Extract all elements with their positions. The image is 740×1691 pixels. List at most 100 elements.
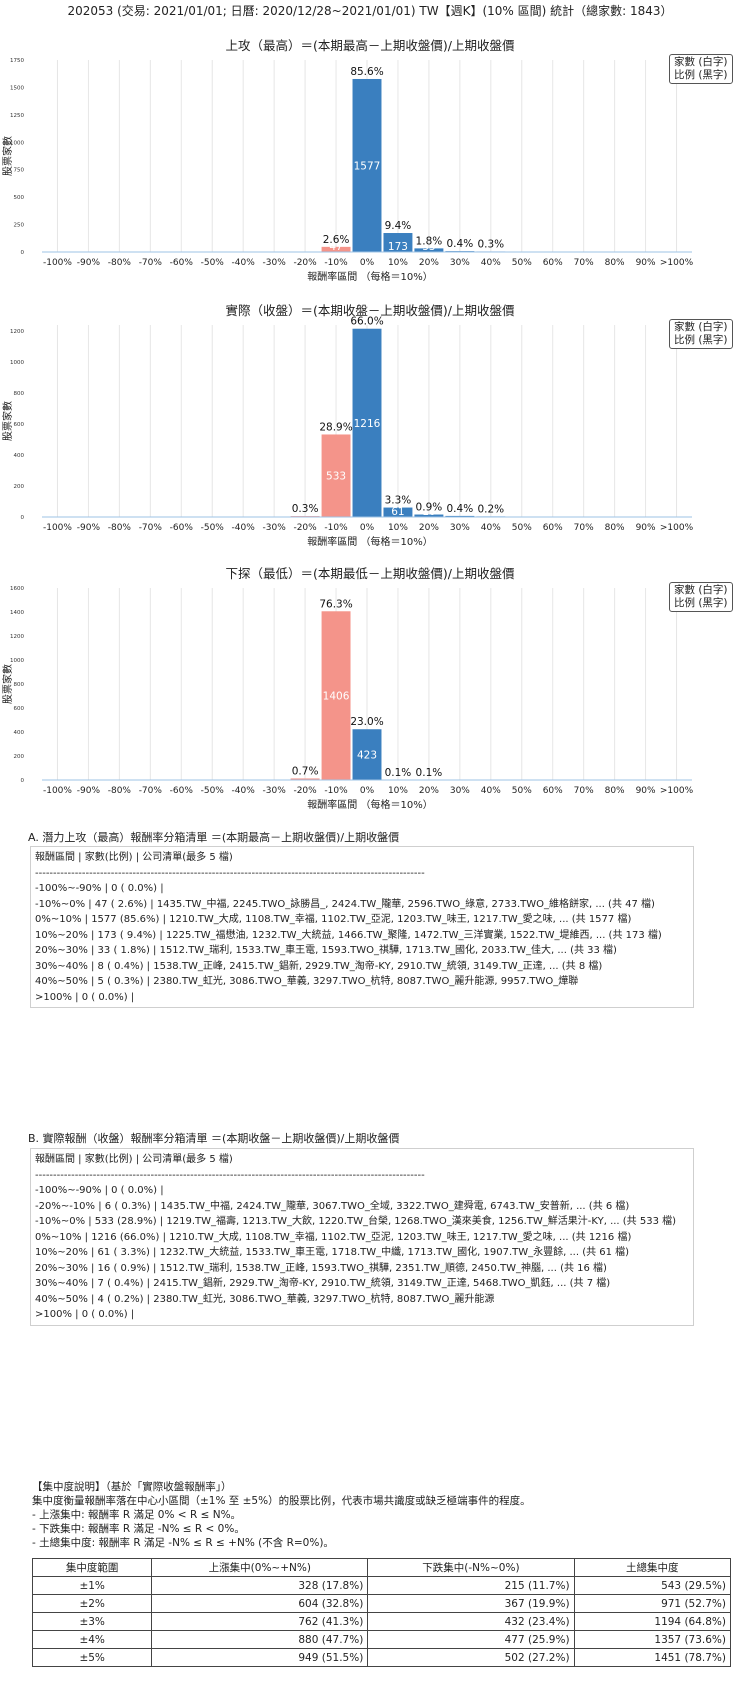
- x-tick-label: -50%: [201, 786, 225, 796]
- note-line: - 上漲集中: 報酬率 R 滿足 0% < R ≤ N%。: [32, 1509, 242, 1521]
- x-tick-label: 40%: [481, 523, 501, 533]
- list-item: 30%~40% | 8 ( 0.4%) | 1538.TW_正峰, 2415.T…: [35, 960, 603, 972]
- y-tick-label: 1750: [10, 58, 24, 64]
- table-cell: 477 (25.9%): [367, 1630, 575, 1649]
- table-cell: ±2%: [31, 1594, 153, 1613]
- y-tick-label: 800: [14, 682, 25, 688]
- x-tick-label: 30%: [450, 786, 470, 796]
- table-cell: 543 (29.5%): [573, 1576, 732, 1595]
- chart-downside-low: 下探（最低）＝(本期最低－上期收盤價)/上期收盤價 0 200 400 600 800 10…: [1, 566, 694, 811]
- x-tick-label: 50%: [512, 523, 532, 533]
- y-tick-label: 1600: [10, 586, 24, 592]
- y-tick-label: 0: [21, 778, 25, 784]
- y-tick-label: 400: [14, 453, 25, 459]
- percent-label: 9.4%: [385, 220, 412, 232]
- x-tick-label: -20%: [293, 786, 317, 796]
- percent-label: 0.3%: [477, 238, 504, 250]
- x-tick-label: 50%: [512, 258, 532, 268]
- table-header: 土總集中度: [573, 1558, 732, 1577]
- table-cell: 367 (19.9%): [367, 1594, 575, 1613]
- concentration-note: 【集中度說明】（基於「實際收盤報酬率」） 集中度衡量報酬率落在中心小區間（±1% …: [32, 1480, 531, 1550]
- table-row: ±2% 604 (32.8%) 367 (19.9%) 971 (52.7%): [31, 1594, 732, 1613]
- percent-label: 1.8%: [416, 235, 443, 247]
- count-label: 1406: [323, 691, 350, 703]
- list-item: 報酬區間 | 家數(比例) | 公司清單(最多 5 檔): [35, 852, 233, 863]
- percent-label: 28.9%: [319, 421, 352, 433]
- percent-label: 0.4%: [447, 238, 474, 250]
- x-tick-label: -100%: [43, 786, 72, 796]
- legend-ratio-label: 比例 (黑字): [674, 597, 728, 609]
- x-tick-label: 70%: [574, 258, 594, 268]
- y-axis-label: 股票家數: [1, 401, 14, 441]
- y-tick-label: 200: [14, 484, 25, 490]
- legend-ratio-label: 比例 (黑字): [674, 334, 728, 346]
- y-tick-label: 1500: [10, 85, 24, 91]
- table-cell: 1357 (73.6%): [573, 1630, 732, 1649]
- percent-label: 2.6%: [323, 234, 350, 246]
- y-axis-label: 股票家數: [1, 136, 14, 176]
- x-tick-label: 60%: [543, 786, 563, 796]
- percent-label: 0.1%: [416, 767, 443, 779]
- x-tick-label: -60%: [170, 786, 194, 796]
- count-label: 423: [357, 750, 377, 762]
- list-item: 20%~30% | 16 ( 0.9%) | 1512.TW_瑞利, 1538.…: [35, 1262, 607, 1274]
- legend-box: 家數 (白字) 比例 (黑字): [669, 54, 733, 84]
- legend-count-label: 家數 (白字): [674, 56, 728, 68]
- table-header: 下跌集中(-N%~0%): [367, 1558, 575, 1577]
- page-title: 202053 (交易: 2021/01/01; 日曆: 2020/12/28~2…: [67, 4, 673, 18]
- list-item: ----------------------------------------…: [35, 1169, 425, 1181]
- x-tick-label: 70%: [574, 523, 594, 533]
- bar: [352, 78, 382, 252]
- table-header-row: 集中度範圍 上漲集中(0%~+N%) 下跌集中(-N%~0%) 土總集中度: [31, 1558, 732, 1577]
- table-row: ±4% 880 (47.7%) 477 (25.9%) 1357 (73.6%): [31, 1630, 732, 1649]
- x-tick-label: -50%: [201, 258, 225, 268]
- note-line: 集中度衡量報酬率落在中心小區間（±1% 至 ±5%）的股票比例，代表市場共識度或…: [32, 1495, 531, 1507]
- list-item: -100%~-90% | 0 ( 0.0%) |: [35, 1185, 164, 1196]
- x-tick-label: 30%: [450, 258, 470, 268]
- y-tick-label: 600: [14, 422, 25, 428]
- list-item: 10%~20% | 173 ( 9.4%) | 1225.TW_福懋油, 123…: [35, 929, 662, 941]
- x-tick-label: 20%: [419, 786, 439, 796]
- list-item: >100% | 0 ( 0.0%) |: [35, 1309, 135, 1320]
- legend-count-label: 家數 (白字): [674, 321, 728, 333]
- legend-box: 家數 (白字) 比例 (黑字): [669, 319, 733, 349]
- y-tick-label: 1200: [10, 634, 24, 640]
- y-tick-label: 200: [14, 754, 25, 760]
- section-a-title: A. 潛力上攻（最高）報酬率分箱清單 ＝(本期最高－上期收盤價)/上期收盤價: [28, 831, 400, 844]
- note-line: - 土總集中度: 報酬率 R 滿足 -N% ≤ R ≤ +N% (不含 R=0%…: [32, 1537, 334, 1549]
- y-axis-label: 股票家數: [1, 664, 14, 704]
- x-tick-label: -40%: [232, 523, 256, 533]
- x-tick-label: -20%: [293, 258, 317, 268]
- bar: [383, 233, 413, 252]
- section-b-list: 報酬區間 | 家數(比例) | 公司清單(最多 5 檔) ------------…: [30, 1148, 694, 1326]
- x-tick-label: -100%: [43, 523, 72, 533]
- table-row: ±3% 762 (41.3%) 432 (23.4%) 1194 (64.8%): [31, 1612, 732, 1631]
- count-label: 1577: [354, 160, 381, 172]
- legend-count-label: 家數 (白字): [674, 584, 728, 596]
- x-tick-label: -20%: [293, 523, 317, 533]
- bar: [321, 611, 351, 780]
- table-cell: 432 (23.4%): [367, 1612, 575, 1631]
- x-tick-label: >100%: [660, 786, 694, 796]
- x-tick-label: -50%: [201, 523, 225, 533]
- x-axis-label: 報酬率區間 （每格＝10%）: [307, 270, 432, 283]
- x-tick-label: 60%: [543, 523, 563, 533]
- percent-label: 23.0%: [350, 716, 383, 728]
- bar: [445, 515, 475, 517]
- list-item: 10%~20% | 61 ( 3.3%) | 1232.TW_大統益, 1533…: [35, 1247, 630, 1258]
- note-line: - 下跌集中: 報酬率 R 滿足 -N% ≤ R < 0%。: [32, 1523, 245, 1535]
- table-row: ±5% 949 (51.5%) 502 (27.2%) 1451 (78.7%): [31, 1648, 732, 1667]
- x-tick-label: 0%: [360, 786, 375, 796]
- table-header: 集中度範圍: [31, 1558, 153, 1577]
- y-tick-label: 1250: [10, 113, 24, 119]
- x-tick-label: -40%: [232, 258, 256, 268]
- chart-title: 下探（最低）＝(本期最低－上期收盤價)/上期收盤價: [226, 566, 515, 581]
- x-tick-label: -70%: [139, 258, 163, 268]
- x-tick-label: -10%: [324, 523, 348, 533]
- x-tick-label: -100%: [43, 258, 72, 268]
- percent-label: 0.7%: [292, 765, 319, 777]
- bar: [290, 778, 320, 780]
- x-tick-label: -80%: [108, 523, 132, 533]
- percent-label: 66.0%: [350, 316, 383, 328]
- list-item: 20%~30% | 33 ( 1.8%) | 1512.TW_瑞利, 1533.…: [35, 945, 617, 956]
